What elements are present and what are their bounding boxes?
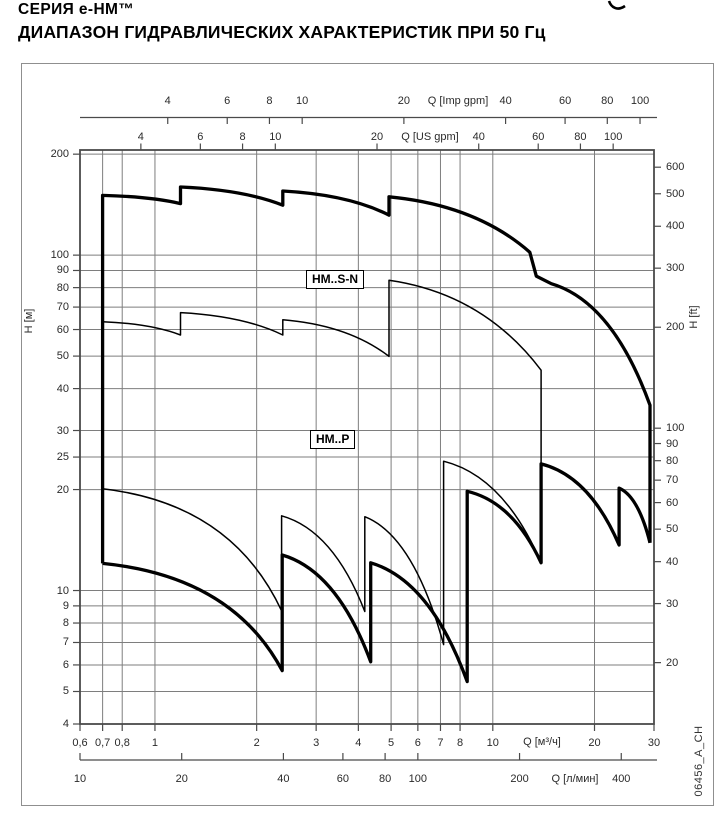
figure-border xyxy=(21,63,714,806)
left-axis-tick-label: 6 xyxy=(62,658,69,671)
m3h-axis-tick-label: 2 xyxy=(253,737,260,749)
m3h-axis-tick-label: 30 xyxy=(647,737,661,749)
m3h-axis-tick-label: 7 xyxy=(437,737,444,749)
us-gpm-axis-label: Q [US gpm] xyxy=(401,131,459,143)
lmin-axis-tick-label: 60 xyxy=(336,773,350,785)
left-axis-tick-label: 90 xyxy=(56,264,69,277)
right-axis-tick-label: 400 xyxy=(666,220,685,233)
imp-gpm-tick-label: 40 xyxy=(499,95,512,107)
lmin-axis-tick-label: 40 xyxy=(277,773,290,785)
us-gpm-tick-label: 10 xyxy=(269,131,282,143)
m3h-axis-tick-label: 5 xyxy=(388,737,395,749)
pump-curve-thin xyxy=(102,460,542,646)
cropped-glyph-mark xyxy=(607,0,626,10)
page-title: ДИАПАЗОН ГИДРАВЛИЧЕСКИХ ХАРАКТЕРИСТИК ПР… xyxy=(18,22,546,42)
head-ft-axis-label: H [ft] xyxy=(688,305,700,329)
m3h-axis-tick-label: 6 xyxy=(414,737,421,749)
plot-border xyxy=(79,149,655,725)
left-axis-tick-label: 200 xyxy=(50,148,69,161)
lmin-axis-label: Q [л/мин] xyxy=(551,773,599,785)
m3h-axis-tick-label: 1 xyxy=(151,737,158,749)
us-gpm-tick-label: 20 xyxy=(370,131,384,143)
family-label-hm-p: HM..P xyxy=(310,430,356,449)
left-axis-tick-label: 70 xyxy=(56,301,69,314)
right-axis-tick-label: 30 xyxy=(666,597,679,610)
left-axis-tick-label: 80 xyxy=(56,281,69,294)
us-gpm-tick-label: 8 xyxy=(239,131,246,143)
m3h-axis-tick-label: 4 xyxy=(355,737,362,749)
lmin-axis-tick-label: 100 xyxy=(408,773,428,785)
m3h-axis-tick-label: 0,8 xyxy=(114,737,130,749)
m3h-axis-tick-label: 3 xyxy=(313,737,320,749)
imp-gpm-tick-label: 20 xyxy=(397,95,410,107)
left-axis-tick-label: 40 xyxy=(56,382,69,395)
lmin-axis-tick-label: 20 xyxy=(175,773,188,785)
m3h-axis-label: Q [м³/ч] xyxy=(523,736,561,748)
us-gpm-tick-label: 40 xyxy=(472,131,485,143)
us-gpm-tick-label: 4 xyxy=(137,131,144,143)
imp-gpm-tick-label: 6 xyxy=(224,95,231,107)
us-gpm-tick-label: 100 xyxy=(603,131,623,143)
right-axis-tick-label: 40 xyxy=(666,555,679,568)
right-axis-tick-label: 70 xyxy=(666,474,679,487)
imp-gpm-tick-label: 4 xyxy=(164,95,171,107)
left-axis-tick-label: 100 xyxy=(50,249,69,262)
right-axis-tick-label: 80 xyxy=(666,454,679,467)
pump-curve-bold xyxy=(102,462,652,684)
left-axis-tick-label: 9 xyxy=(62,599,69,612)
left-axis-tick-label: 25 xyxy=(56,451,69,464)
m3h-axis-tick-label: 20 xyxy=(588,737,601,749)
left-axis-tick-label: 60 xyxy=(56,323,69,336)
us-gpm-tick-label: 60 xyxy=(532,131,545,143)
right-axis-tick-label: 60 xyxy=(666,496,679,509)
series-title: СЕРИЯ e-HM™ xyxy=(18,1,135,18)
left-axis-tick-label: 20 xyxy=(56,483,69,496)
m3h-axis-tick-label: 0,7 xyxy=(94,737,111,749)
left-axis-tick-label: 8 xyxy=(62,617,69,630)
pump-curve-bold xyxy=(100,185,652,564)
left-axis-tick-label: 5 xyxy=(62,685,69,698)
imp-gpm-tick-label: 80 xyxy=(601,95,614,107)
lmin-axis-tick-label: 10 xyxy=(73,773,87,785)
head-m-axis-label: H [м] xyxy=(23,308,35,334)
right-axis-tick-label: 90 xyxy=(666,437,679,450)
left-axis-tick-label: 30 xyxy=(56,424,69,437)
left-axis-tick-label: 10 xyxy=(56,584,69,597)
right-axis-tick-label: 50 xyxy=(666,523,679,536)
imp-gpm-tick-label: 8 xyxy=(266,95,273,107)
right-axis-tick-label: 300 xyxy=(666,262,685,275)
right-axis-tick-label: 600 xyxy=(666,161,685,174)
m3h-axis-tick-label: 8 xyxy=(457,737,464,749)
m3h-axis-tick-label: 0,6 xyxy=(72,737,88,749)
left-axis-tick-label: 7 xyxy=(62,636,69,649)
lmin-axis-tick-label: 200 xyxy=(510,773,529,785)
imp-gpm-tick-label: 60 xyxy=(558,95,572,107)
right-axis-tick-label: 100 xyxy=(666,422,685,435)
document-code: 06456_A_CH xyxy=(693,725,705,797)
us-gpm-tick-label: 80 xyxy=(574,131,587,143)
right-axis-tick-label: 500 xyxy=(666,187,685,200)
lmin-axis-tick-label: 400 xyxy=(612,773,631,785)
right-axis-tick-label: 20 xyxy=(666,656,679,669)
imp-gpm-tick-label: 100 xyxy=(630,95,650,107)
left-axis-tick-label: 50 xyxy=(56,350,69,363)
pump-curve-thin xyxy=(102,279,542,563)
left-axis-tick-label: 4 xyxy=(62,718,69,730)
imp-gpm-tick-label: 10 xyxy=(296,95,309,107)
m3h-axis-tick-label: 10 xyxy=(486,737,499,749)
imp-gpm-axis-label: Q [Imp gpm] xyxy=(427,95,489,107)
lmin-axis-tick-label: 80 xyxy=(378,773,392,785)
us-gpm-tick-label: 6 xyxy=(197,131,204,143)
family-label-hm-s-n: HM..S-N xyxy=(306,270,364,289)
right-axis-tick-label: 200 xyxy=(666,321,685,334)
